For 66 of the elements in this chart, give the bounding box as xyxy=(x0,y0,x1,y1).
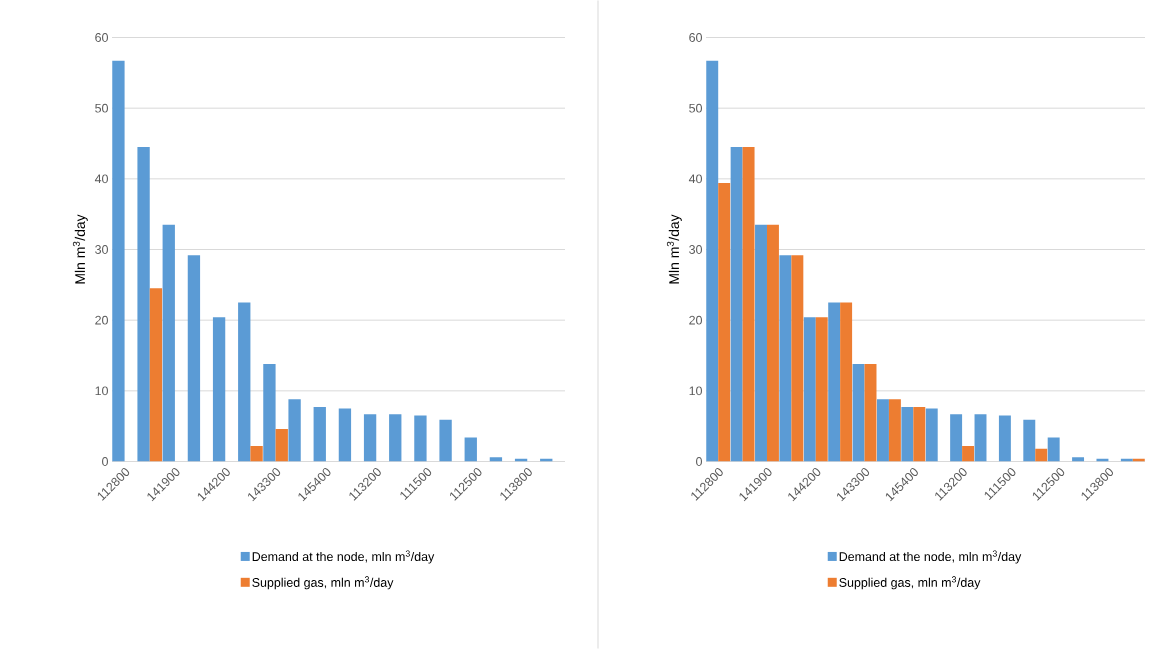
bar xyxy=(962,445,975,462)
bar xyxy=(803,317,816,462)
bar xyxy=(718,183,731,462)
bar xyxy=(1047,437,1060,462)
bar xyxy=(852,363,865,462)
bar xyxy=(876,399,889,462)
y-tick-label: 0 xyxy=(102,457,108,466)
legend-label: Demand at the node, mln m$^{3}$/day xyxy=(252,550,435,564)
bar xyxy=(791,255,804,462)
bar xyxy=(901,407,914,462)
bar xyxy=(998,415,1011,462)
bar xyxy=(489,457,503,462)
bar xyxy=(439,419,452,462)
bar xyxy=(1072,457,1085,462)
y-tick-label: 0 xyxy=(696,457,702,466)
y-tick-label: 40 xyxy=(94,174,108,184)
bar xyxy=(815,317,828,462)
y-tick-label: 50 xyxy=(95,103,108,113)
bar xyxy=(212,317,226,462)
bar xyxy=(137,147,150,462)
bar xyxy=(925,408,938,462)
bar xyxy=(464,437,477,462)
bar xyxy=(706,60,719,462)
bar xyxy=(730,147,743,462)
y-tick-label: 10 xyxy=(95,386,108,396)
legend-label: Demand at the node, mln m$^{3}$/day xyxy=(839,550,1022,564)
y-tick-label: 60 xyxy=(95,33,108,42)
bar xyxy=(363,414,377,462)
bar xyxy=(275,429,288,462)
bar xyxy=(389,414,402,462)
bar xyxy=(1023,419,1036,462)
bar xyxy=(1035,448,1048,462)
y-tick-label: 30 xyxy=(689,245,702,254)
bar xyxy=(313,407,326,462)
bar xyxy=(742,147,755,462)
bar xyxy=(162,224,175,462)
bar xyxy=(238,302,251,462)
bar xyxy=(766,224,779,462)
legend-label: Supplied gas, mln m$^{3}$/day xyxy=(839,576,981,590)
y-tick-label: 40 xyxy=(688,174,702,184)
bar xyxy=(250,445,263,462)
bar xyxy=(112,60,125,462)
y-axis-title: Mln m$^{3}$/day xyxy=(666,214,682,284)
bar xyxy=(840,302,853,462)
bar xyxy=(263,363,276,462)
bar xyxy=(414,415,427,462)
y-tick-label: 60 xyxy=(689,33,702,42)
y-tick-label: 20 xyxy=(689,315,702,325)
legend-label: Supplied gas, mln m$^{3}$/day xyxy=(252,576,394,590)
bar xyxy=(755,224,767,462)
bar xyxy=(779,255,792,462)
y-axis-title: Mln m$^{3}$/day xyxy=(72,214,88,284)
bar xyxy=(974,414,987,462)
bar xyxy=(187,255,201,462)
bar xyxy=(338,408,352,462)
y-tick-label: 10 xyxy=(689,386,702,396)
bar xyxy=(288,399,301,462)
y-tick-label: 50 xyxy=(689,103,702,113)
bar xyxy=(913,407,926,462)
bar xyxy=(950,414,963,462)
y-tick-label: 30 xyxy=(95,245,108,254)
bar xyxy=(888,399,901,462)
bar xyxy=(864,363,877,462)
bar xyxy=(828,302,841,462)
y-tick-label: 20 xyxy=(95,315,108,325)
bar xyxy=(149,288,163,462)
